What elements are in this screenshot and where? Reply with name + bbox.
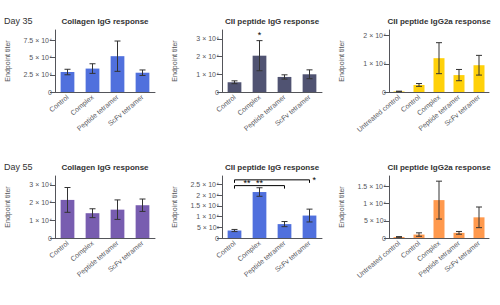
svg-text:Complex: Complex (69, 239, 95, 263)
svg-text:Day 35: Day 35 (4, 16, 33, 26)
svg-text:Complex: Complex (236, 239, 262, 263)
svg-text:3 × 10⁴: 3 × 10⁴ (196, 35, 219, 42)
svg-text:2 × 10⁴: 2 × 10⁴ (196, 192, 219, 199)
svg-text:Control: Control (399, 239, 422, 260)
svg-text:Collagen IgG response: Collagen IgG response (61, 163, 149, 172)
svg-text:ScFv tetramer: ScFv tetramer (443, 239, 482, 273)
svg-text:1 × 10⁴: 1 × 10⁴ (196, 213, 219, 220)
svg-text:0: 0 (215, 89, 219, 96)
svg-text:Control: Control (48, 239, 70, 259)
svg-text:Peptide tetramer: Peptide tetramer (417, 93, 462, 132)
svg-text:ScFv tetramer: ScFv tetramer (107, 93, 146, 127)
svg-text:Complex: Complex (236, 93, 262, 117)
svg-text:Endpoint titer: Endpoint titer (338, 40, 346, 82)
svg-text:2 × 10⁴: 2 × 10⁴ (196, 53, 219, 60)
svg-text:Endpoint titer: Endpoint titer (171, 186, 179, 228)
svg-text:Peptide tetramer: Peptide tetramer (76, 239, 121, 279)
svg-text:ScFv tetramer: ScFv tetramer (443, 93, 482, 127)
svg-text:Peptide tetramer: Peptide tetramer (417, 239, 462, 278)
svg-text:0: 0 (215, 235, 219, 242)
svg-text:ScFv tetramer: ScFv tetramer (107, 239, 146, 273)
svg-text:0: 0 (382, 235, 386, 242)
svg-text:0: 0 (382, 89, 386, 96)
svg-text:7.5 × 10⁴: 7.5 × 10⁴ (23, 37, 52, 44)
svg-text:ScFv tetramer: ScFv tetramer (274, 239, 313, 273)
svg-text:Endpoint titer: Endpoint titer (4, 186, 12, 228)
svg-text:5 × 10³: 5 × 10³ (364, 217, 387, 224)
svg-text:Control: Control (399, 93, 422, 114)
svg-text:1.5 × 10⁴: 1.5 × 10⁴ (357, 183, 386, 190)
svg-text:Control: Control (215, 93, 237, 113)
svg-text:Endpoint titer: Endpoint titer (171, 40, 179, 82)
svg-text:Peptide tetramer: Peptide tetramer (243, 239, 288, 279)
svg-text:*: * (313, 175, 317, 185)
svg-text:2.5 × 10⁴: 2.5 × 10⁴ (23, 71, 52, 78)
svg-text:0: 0 (48, 89, 52, 96)
svg-text:Endpoint titer: Endpoint titer (4, 40, 12, 82)
svg-text:Peptide tetramer: Peptide tetramer (243, 93, 288, 133)
svg-text:2.5 × 10⁴: 2.5 × 10⁴ (190, 181, 219, 188)
svg-text:*: * (258, 30, 262, 40)
svg-text:1 × 10⁴: 1 × 10⁴ (363, 200, 386, 207)
svg-text:5 × 10³: 5 × 10³ (197, 224, 220, 231)
svg-text:**: ** (256, 178, 264, 188)
svg-text:Complex: Complex (69, 93, 95, 117)
svg-text:3 × 10⁴: 3 × 10⁴ (29, 181, 52, 188)
svg-text:Day 55: Day 55 (4, 162, 33, 172)
svg-text:CII peptide IgG2a response: CII peptide IgG2a response (387, 17, 491, 26)
svg-text:1.5 × 10⁴: 1.5 × 10⁴ (190, 202, 219, 209)
svg-text:1 × 10⁴: 1 × 10⁴ (363, 60, 386, 67)
svg-text:Complex: Complex (415, 239, 442, 263)
svg-text:ScFv tetramer: ScFv tetramer (274, 93, 313, 127)
svg-text:Complex: Complex (415, 93, 442, 117)
svg-text:1 × 10⁴: 1 × 10⁴ (196, 71, 219, 78)
svg-text:1 × 10⁴: 1 × 10⁴ (29, 217, 52, 224)
svg-text:Untreated control: Untreated control (356, 93, 402, 133)
svg-text:Collagen IgG response: Collagen IgG response (61, 17, 149, 26)
svg-text:Control: Control (215, 239, 237, 259)
svg-text:2 × 10⁴: 2 × 10⁴ (363, 32, 386, 39)
svg-text:**: ** (243, 178, 251, 188)
svg-text:Untreated control: Untreated control (356, 239, 402, 279)
svg-text:CII peptide IgG2a response: CII peptide IgG2a response (387, 163, 491, 172)
svg-text:CII peptide IgG response: CII peptide IgG response (225, 163, 320, 172)
svg-text:5 × 10⁴: 5 × 10⁴ (29, 54, 52, 61)
svg-text:Peptide tetramer: Peptide tetramer (76, 93, 121, 133)
svg-text:Control: Control (48, 93, 70, 113)
svg-text:CII peptide IgG response: CII peptide IgG response (225, 17, 320, 26)
svg-text:0: 0 (48, 235, 52, 242)
svg-text:Endpoint titer: Endpoint titer (338, 186, 346, 228)
svg-text:2 × 10⁴: 2 × 10⁴ (29, 199, 52, 206)
